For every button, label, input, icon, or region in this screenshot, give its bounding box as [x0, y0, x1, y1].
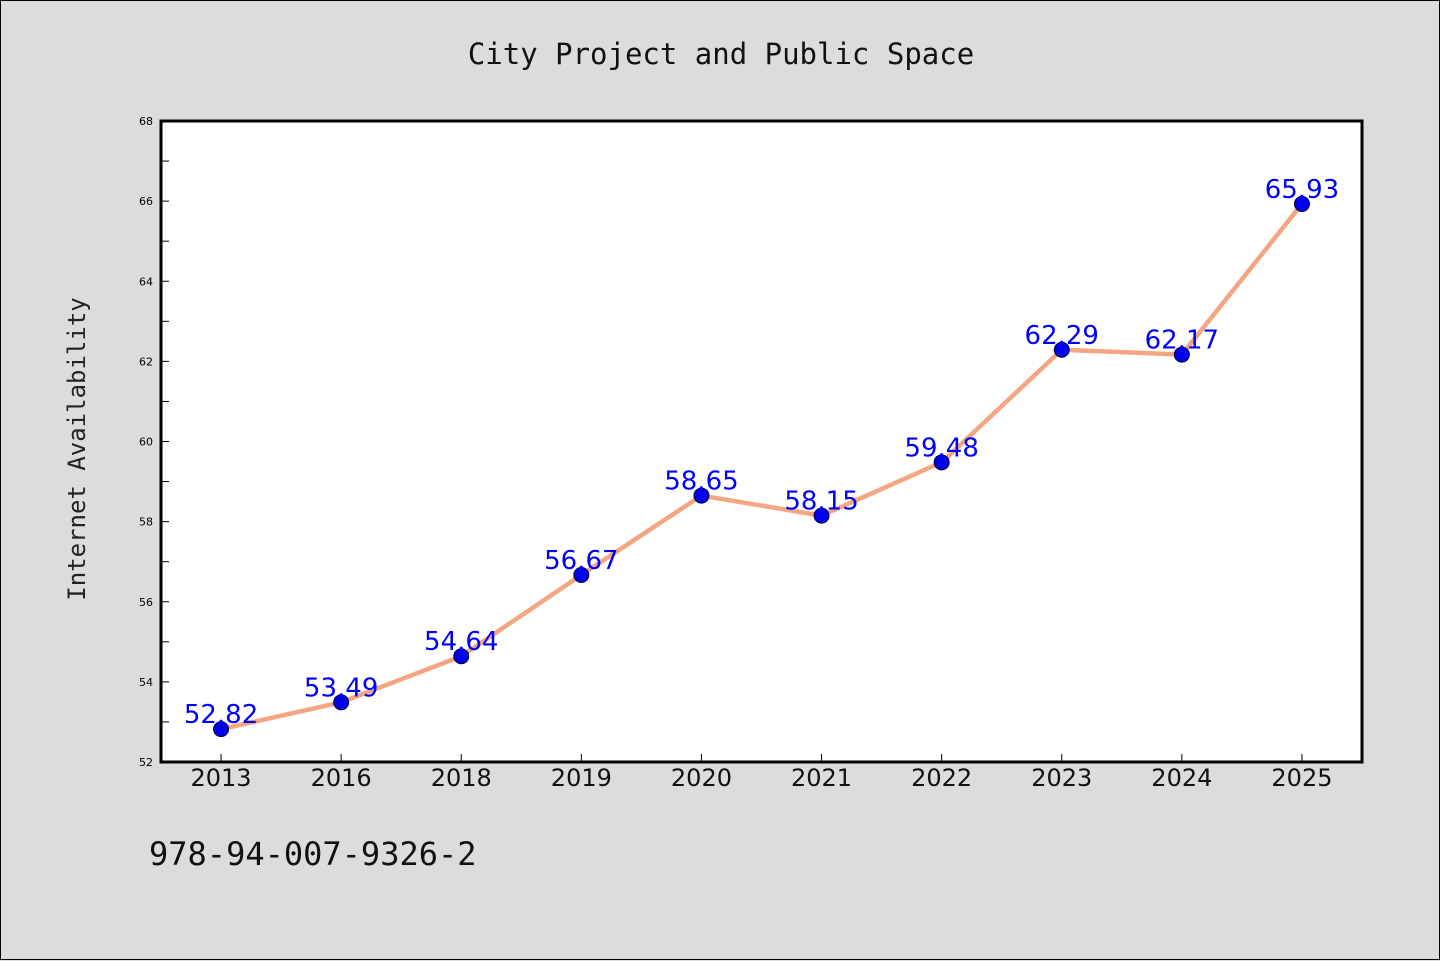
y-tick-label: 56 — [139, 596, 153, 609]
x-tick-label: 2020 — [671, 764, 732, 792]
y-tick-label: 62 — [139, 355, 153, 368]
x-tick-label: 2013 — [191, 764, 252, 792]
data-point — [1173, 346, 1190, 363]
y-tick-label: 52 — [139, 756, 153, 769]
data-label: 62.29 — [1025, 321, 1099, 351]
x-axis: 2013 2016 2018 2019 2020 2021 2022 2023 2024 2025 — [191, 754, 1332, 792]
x-tick-label: 2016 — [311, 764, 372, 792]
y-tick-label: 68 — [139, 115, 153, 128]
chart-title: City Project and Public Space — [468, 37, 974, 71]
data-point — [333, 694, 350, 711]
data-label: 56.67 — [544, 546, 618, 576]
y-tick-label: 60 — [139, 436, 153, 449]
series-line — [218, 201, 1305, 732]
plot-area — [161, 121, 1362, 762]
data-label: 53.49 — [304, 673, 378, 703]
y-tick-label: 66 — [139, 195, 153, 208]
x-tick-label: 2024 — [1151, 764, 1212, 792]
data-label: 58.65 — [664, 467, 738, 497]
data-label: 54.64 — [424, 627, 498, 657]
isbn-annotation: 978-94-007-9326-2 — [149, 835, 477, 873]
x-tick-label: 2018 — [431, 764, 492, 792]
x-tick-label: 2019 — [551, 764, 612, 792]
plot-border — [159, 119, 1364, 764]
y-tick-label: 58 — [139, 516, 153, 529]
data-label: 65.93 — [1265, 175, 1339, 205]
y-tick-label: 54 — [139, 676, 153, 689]
data-point — [933, 454, 950, 471]
data-point — [1293, 195, 1310, 212]
y-axis: 52 54 56 58 60 62 64 66 68 — [139, 115, 169, 769]
x-tick-label: 2022 — [911, 764, 972, 792]
data-label: 62.17 — [1145, 326, 1219, 356]
data-point — [693, 487, 710, 504]
series-layer: 52.82 53.49 54.64 56.67 58.65 58.15 59.48 62.29… — [184, 175, 1339, 738]
data-point — [213, 721, 230, 738]
x-tick-label: 2025 — [1271, 764, 1332, 792]
y-tick-label: 64 — [139, 275, 153, 288]
data-label: 58.15 — [784, 487, 858, 517]
x-tick-label: 2023 — [1031, 764, 1092, 792]
data-point — [813, 507, 830, 524]
x-tick-label: 2021 — [791, 764, 852, 792]
y-axis-label: Internet Availability — [63, 297, 91, 600]
data-label: 59.48 — [904, 433, 978, 463]
data-label: 52.82 — [184, 700, 258, 730]
data-point — [1053, 341, 1070, 358]
data-point — [573, 566, 590, 583]
data-point — [453, 648, 470, 665]
